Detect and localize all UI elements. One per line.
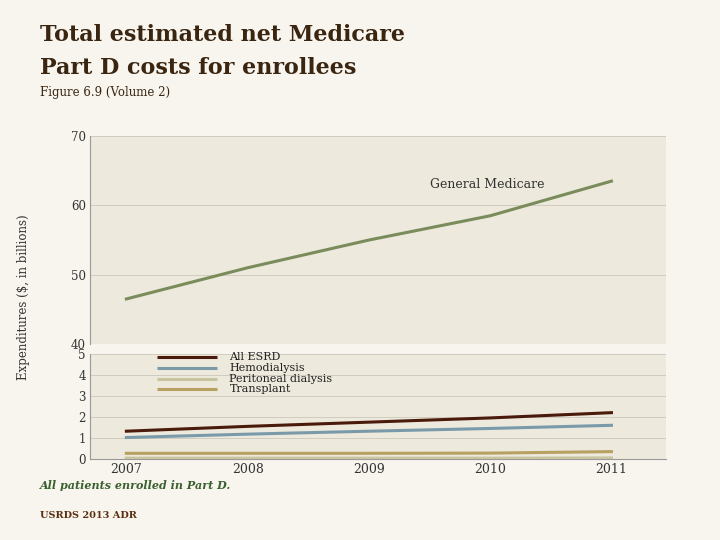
Text: Peritoneal dialysis: Peritoneal dialysis xyxy=(230,374,333,383)
Text: Expenditures ($, in billions): Expenditures ($, in billions) xyxy=(17,215,30,380)
Text: Part D costs for enrollees: Part D costs for enrollees xyxy=(40,57,356,79)
Text: All ESRD: All ESRD xyxy=(230,353,281,362)
Text: All patients enrolled in Part D.: All patients enrolled in Part D. xyxy=(40,480,231,491)
Text: USRDS 2013 ADR: USRDS 2013 ADR xyxy=(40,511,137,521)
Text: General Medicare: General Medicare xyxy=(430,178,544,191)
Text: Figure 6.9 (Volume 2): Figure 6.9 (Volume 2) xyxy=(40,86,170,99)
Text: Total estimated net Medicare: Total estimated net Medicare xyxy=(40,24,405,46)
Text: Transplant: Transplant xyxy=(230,384,291,394)
Text: Hemodialysis: Hemodialysis xyxy=(230,363,305,373)
